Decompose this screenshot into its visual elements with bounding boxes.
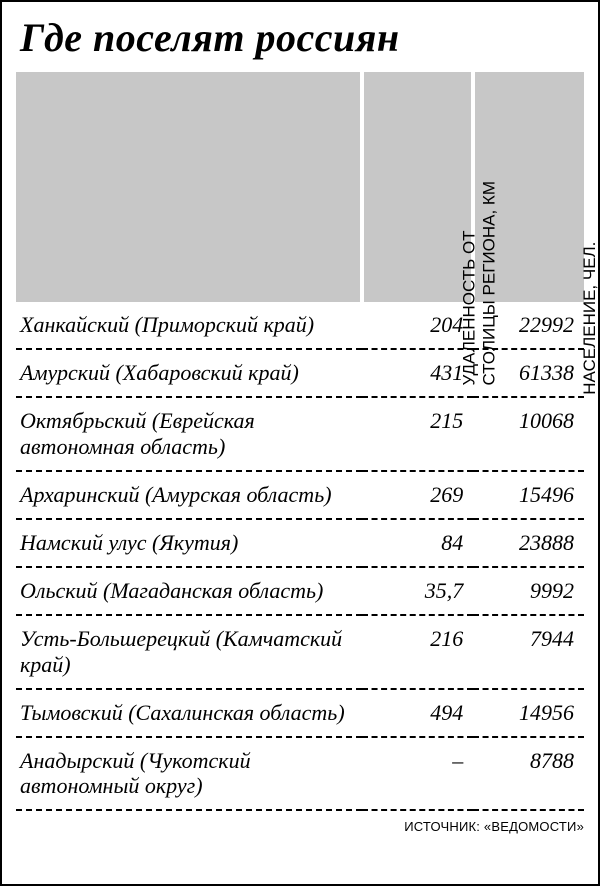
cell-population: 14956 <box>473 689 584 737</box>
cell-distance: 84 <box>362 519 473 567</box>
table-row: Ханкайский (Приморский край)20422992 <box>16 302 584 349</box>
cell-name: Амурский (Хабаровский край) <box>16 349 362 397</box>
regions-table: УДАЛЕННОСТЬ ОТ СТОЛИЦЫ РЕГИОНА, КМ НАСЕЛ… <box>16 72 584 811</box>
cell-population: 7944 <box>473 615 584 689</box>
cell-distance: 269 <box>362 471 473 519</box>
cell-population: 8788 <box>473 737 584 811</box>
table-row: Ольский (Магаданская область)35,79992 <box>16 567 584 615</box>
cell-name: Ольский (Магаданская область) <box>16 567 362 615</box>
table-row: Усть-Большерецкий (Камчатский край)21679… <box>16 615 584 689</box>
cell-distance: 215 <box>362 397 473 471</box>
table-body: Ханкайский (Приморский край)20422992Амур… <box>16 302 584 810</box>
col-header-name <box>16 72 362 302</box>
cell-population: 10068 <box>473 397 584 471</box>
table-row: Октябрьский (Еврейская автономная област… <box>16 397 584 471</box>
cell-distance: 494 <box>362 689 473 737</box>
col-header-distance: УДАЛЕННОСТЬ ОТ СТОЛИЦЫ РЕГИОНА, КМ <box>362 72 473 302</box>
cell-distance: 204 <box>362 302 473 349</box>
source-line: ИСТОЧНИК: «ВЕДОМОСТИ» <box>16 819 584 834</box>
table-row: Намский улус (Якутия)8423888 <box>16 519 584 567</box>
table-row: Амурский (Хабаровский край)43161338 <box>16 349 584 397</box>
cell-name: Тымовский (Сахалинская область) <box>16 689 362 737</box>
infographic-frame: Где поселят россиян УДАЛЕННОСТЬ ОТ СТОЛИ… <box>0 0 600 886</box>
cell-population: 23888 <box>473 519 584 567</box>
page-title: Где поселят россиян <box>20 18 584 58</box>
cell-name: Ханкайский (Приморский край) <box>16 302 362 349</box>
cell-population: 9992 <box>473 567 584 615</box>
table-header-row: УДАЛЕННОСТЬ ОТ СТОЛИЦЫ РЕГИОНА, КМ НАСЕЛ… <box>16 72 584 302</box>
cell-name: Намский улус (Якутия) <box>16 519 362 567</box>
col-header-distance-label: УДАЛЕННОСТЬ ОТ СТОЛИЦЫ РЕГИОНА, КМ <box>460 167 499 397</box>
table-row: Тымовский (Сахалинская область)49414956 <box>16 689 584 737</box>
col-header-population-label: НАСЕЛЕНИЕ, ЧЕЛ. <box>580 177 600 407</box>
cell-distance: 35,7 <box>362 567 473 615</box>
cell-distance: 431 <box>362 349 473 397</box>
cell-population: 15496 <box>473 471 584 519</box>
table-row: Архаринский (Амурская область)26915496 <box>16 471 584 519</box>
table-row: Анадырский (Чукотский автономный округ)–… <box>16 737 584 811</box>
cell-distance: 216 <box>362 615 473 689</box>
cell-name: Анадырский (Чукотский автономный округ) <box>16 737 362 811</box>
cell-name: Усть-Большерецкий (Камчатский край) <box>16 615 362 689</box>
cell-name: Октябрьский (Еврейская автономная област… <box>16 397 362 471</box>
cell-name: Архаринский (Амурская область) <box>16 471 362 519</box>
cell-distance: – <box>362 737 473 811</box>
